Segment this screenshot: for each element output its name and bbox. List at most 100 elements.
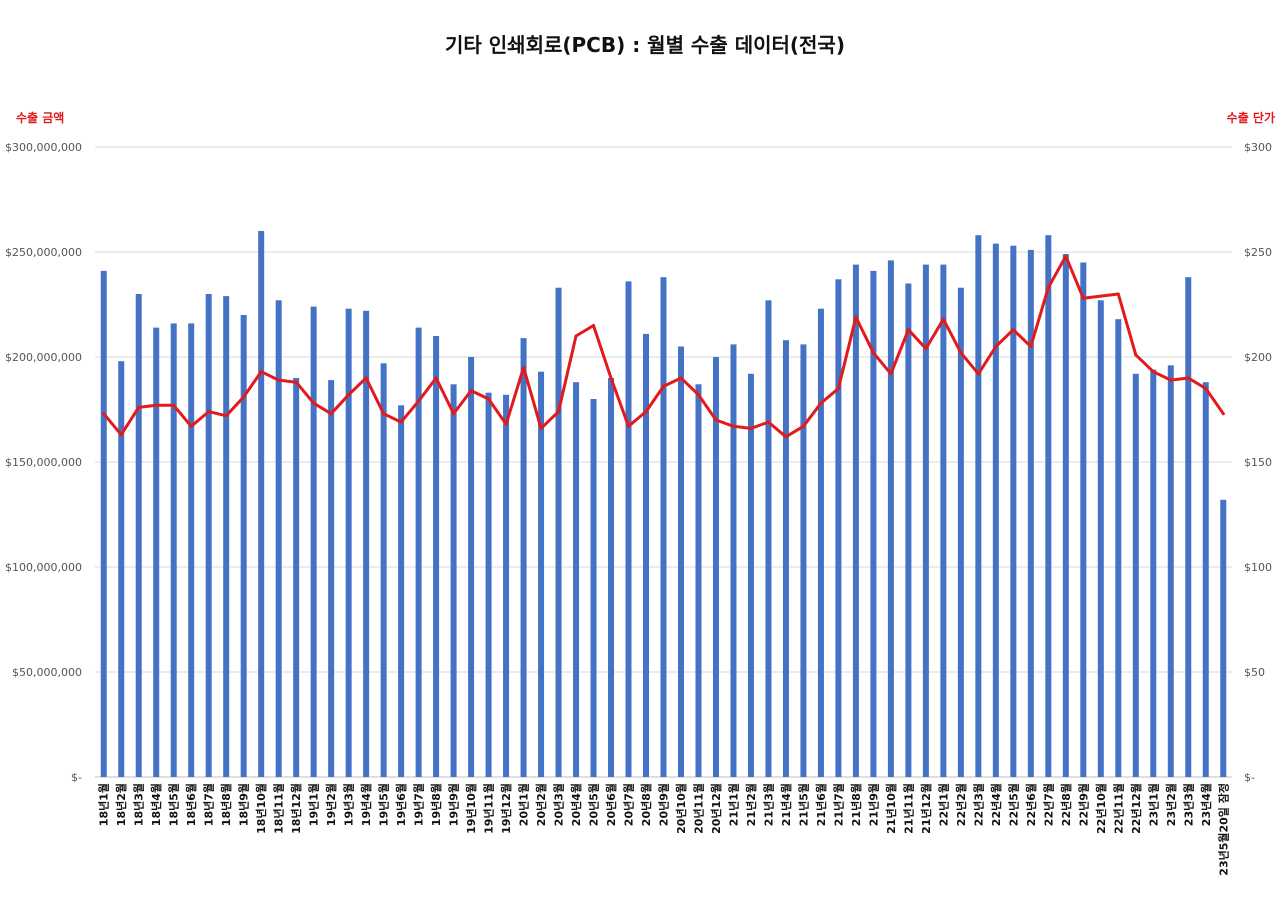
left-axis-tick-label: $150,000,000 (5, 456, 82, 469)
category-label: 19년9월 (447, 783, 461, 826)
line-point (609, 376, 613, 380)
bar (328, 380, 335, 777)
category-label: 21년8월 (849, 783, 863, 826)
category-axis-labels: 18년1월 18년2월 18년3월 18년4월 18년5월 18년6월 18년7월 18년8월… (97, 783, 1231, 876)
bar (1010, 245, 1017, 777)
line-point (1011, 328, 1015, 332)
line-point (382, 412, 386, 416)
bar (135, 294, 142, 777)
bar (625, 281, 632, 777)
line-point (539, 426, 543, 430)
category-label: 18년10월 (254, 783, 268, 834)
category-label: 19년4월 (359, 783, 373, 826)
bar (747, 373, 754, 777)
bar (992, 243, 999, 778)
left-axis-tick-label: $50,000,000 (12, 666, 82, 679)
unit-price-line-series (102, 254, 1225, 439)
line-point (312, 401, 316, 405)
category-label: 22년1월 (936, 783, 950, 826)
line-point (1081, 296, 1085, 300)
category-label: 20년1월 (517, 783, 531, 826)
left-axis-ticks: $- $50,000,000 $100,000,000 $150,000,000 $20… (5, 141, 82, 784)
bar (1115, 319, 1122, 777)
category-label: 21년10월 (884, 783, 898, 834)
category-label: 18년4월 (149, 783, 163, 826)
line-point (259, 370, 263, 374)
line-point (452, 412, 456, 416)
right-axis-tick-label: $- (1244, 771, 1255, 784)
category-label: 21년4월 (779, 783, 793, 826)
category-label: 21년6월 (814, 783, 828, 826)
bar (712, 357, 719, 777)
line-point (784, 435, 788, 439)
bar (153, 327, 160, 777)
line-point (277, 378, 281, 382)
category-label: 22년7월 (1041, 783, 1055, 826)
category-label: 20년8월 (639, 783, 653, 826)
bar (520, 338, 527, 777)
bar (1150, 369, 1157, 777)
category-label: 18년11월 (272, 783, 286, 834)
line-point (504, 422, 508, 426)
bar (817, 308, 824, 777)
right-axis-ticks: $- $50 $100 $150 $200 $250 $300 (1244, 141, 1272, 784)
bar (450, 384, 457, 777)
category-label: 21년9월 (866, 783, 880, 826)
line-point (854, 315, 858, 319)
bar (485, 392, 492, 777)
bar (730, 344, 737, 777)
line-point (819, 401, 823, 405)
category-label: 20년11월 (692, 783, 706, 834)
line-point (224, 414, 228, 418)
left-axis-tick-label: $100,000,000 (5, 561, 82, 574)
bar (118, 361, 125, 777)
line-point (976, 372, 980, 376)
bar (345, 308, 352, 777)
category-label: 19년11월 (482, 783, 496, 834)
category-label: 21년12월 (919, 783, 933, 834)
category-label: 18년2월 (114, 783, 128, 826)
line-point (522, 366, 526, 369)
bar (1132, 373, 1139, 777)
line-point (329, 412, 333, 416)
line-point (417, 399, 421, 403)
bar (1097, 300, 1104, 777)
line-point (644, 410, 648, 414)
category-label: 23년4월 (1199, 783, 1213, 826)
bar (258, 231, 265, 777)
bar (573, 382, 580, 777)
category-label: 22년12월 (1129, 783, 1143, 834)
line-point (994, 345, 998, 348)
category-label: 21년2월 (744, 783, 758, 826)
category-label: 23년2월 (1164, 783, 1178, 826)
bar (852, 264, 859, 778)
bar (100, 270, 107, 777)
category-label: 19년8월 (429, 783, 443, 826)
bar (887, 260, 894, 777)
category-label: 20년9월 (657, 783, 671, 826)
bar (1185, 277, 1192, 777)
line-point (102, 412, 106, 416)
line-point (469, 389, 473, 393)
category-label: 20년4월 (569, 783, 583, 826)
line-point (399, 420, 403, 424)
left-axis-title: 수출 금액 (16, 110, 64, 125)
bar (1220, 499, 1227, 777)
category-label: 19년1월 (307, 783, 321, 826)
category-label: 21년3월 (762, 783, 776, 826)
bar (310, 306, 317, 777)
category-label: 19년12월 (499, 783, 513, 834)
bar (170, 323, 177, 777)
right-axis-tick-label: $200 (1244, 351, 1272, 364)
line-point (487, 397, 491, 401)
category-label: 22년11월 (1111, 783, 1125, 834)
bar (957, 287, 964, 777)
left-axis-tick-label: $300,000,000 (5, 141, 82, 154)
line-point (1116, 292, 1120, 296)
line-point (749, 426, 753, 430)
bar (468, 357, 475, 777)
category-label: 18년12월 (289, 783, 303, 834)
category-label: 19년5월 (377, 783, 391, 826)
line-point (1134, 353, 1138, 357)
category-label: 22년9월 (1076, 783, 1090, 826)
